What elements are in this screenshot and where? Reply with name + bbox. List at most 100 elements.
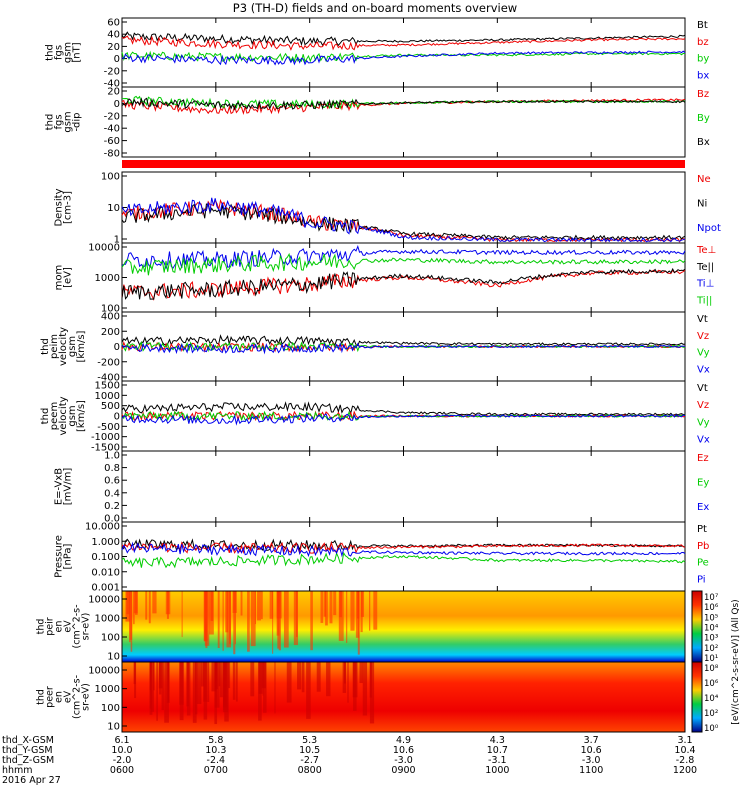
ytick-label: 1.0 [104,451,120,462]
ytick-label: 100 [101,633,120,644]
spec-streak [323,591,327,617]
legend-entry-bx: bx [697,71,709,82]
orbit-value: 1000 [485,765,509,776]
spec-streak [235,662,238,702]
orbit-row-label: thd_Y-GSM [2,745,53,756]
orbit-value: 5.3 [302,735,317,746]
legend-entry-Ex: Ex [697,502,709,513]
spec-streak [153,662,155,691]
spec-streak [148,591,151,624]
ytick-label: 1.000 [91,537,120,548]
ytick-label: 10000 [88,243,120,254]
spec-streak [234,591,236,645]
spec-streak [293,591,298,646]
ytick-label: 0.0 [104,514,120,525]
spec-frame-elec_spec [121,661,686,733]
spec-streak [232,662,236,700]
spec-streak [301,662,305,693]
ytick-label: -80 [104,149,120,160]
spec-streak [186,662,191,716]
ylabel-line: en [54,621,65,633]
ytick-label: 0.6 [104,476,120,487]
spec-streak [179,662,184,721]
ylabel-line: peir [45,617,56,636]
orbit-value: 4.3 [490,735,505,746]
ytick-label: -400 [97,373,120,384]
spec-streak [258,662,262,721]
spec-streak [283,591,289,648]
legend-entry-Bt: Bt [697,20,708,31]
ylabel-line: peem [49,402,60,430]
legend-entry-Vz: Vz [697,400,709,411]
legend-entry-Npot: Npot [697,223,721,234]
ylabel-line: thd [45,44,56,61]
spec-streak [339,591,342,618]
spec-streak [261,662,266,689]
spec-streak [145,591,148,620]
spec-streak [325,591,328,626]
spec-streak [247,591,250,652]
ytick-label: 40 [107,30,120,41]
colorbar-tick: 10⁴ [704,694,719,704]
colorbar-tick: 10⁴ [704,624,719,634]
spec-streak [329,591,333,624]
ytick-label: 1000 [95,684,120,695]
spec-streak [219,662,223,698]
spec-streak [232,591,237,613]
ytick-label: 0 [114,54,120,65]
series-vi-Vt [121,334,686,347]
orbit-value: 3.7 [584,735,599,746]
colorbar-tick: 10² [704,709,718,719]
orbit-value: -2.8 [676,755,695,766]
chart-title: P3 (TH-D) fields and on-board moments ov… [232,1,518,15]
spec-streak [152,591,157,614]
ylabel-line: [cm-3] [63,191,74,224]
ylabel-line: gsm [67,336,78,357]
spec-streak [201,662,204,687]
colorbar-ion_spec [691,590,703,663]
orbit-value: -2.0 [113,755,132,766]
spec-streak [343,662,346,684]
spec-streak [233,591,236,655]
panel-frame-efield [121,450,686,523]
legend-entry-Ti||: Ti|| [696,296,712,307]
legend-entry-Pb: Pb [697,541,709,552]
spec-streak [195,662,198,715]
orbit-value: 10.4 [674,745,695,756]
spec-streak [346,591,348,643]
ylabel-line: thd [36,689,47,705]
spec-streak [240,591,243,616]
ytick-label: 0.2 [104,501,120,512]
series-ve-Vt [121,401,686,416]
ytick-label: -20 [104,111,120,122]
orbit-value: 10.7 [487,745,508,756]
orbit-value: 10.5 [299,745,320,756]
orbit-value: 5.8 [208,735,223,746]
panel-frame-pressure [121,521,686,592]
colorbar-tick: 10² [704,644,718,654]
spec-streak [274,662,276,714]
ytick-label: 20 [107,87,120,98]
orbit-value: -3.0 [582,755,601,766]
orbit-value: 1100 [579,765,603,776]
ytick-label: 400 [101,312,120,323]
ytick-label: -500 [97,422,120,433]
ytick-label: 0 [114,99,120,110]
orbit-value: 10.0 [111,745,132,756]
orbit-row-label: thd_X-GSM [2,735,54,746]
legend-entry-Vx: Vx [697,434,710,445]
spec-streak [357,591,360,619]
spec-streak [218,662,221,687]
ylabel-line: peim [49,334,60,359]
ytick-label: -1000 [91,432,120,443]
ytick-label: 20 [107,42,120,53]
spec-streak [192,662,197,723]
spec-streak [133,662,136,685]
spec-streak [316,662,321,692]
ylabel-line: [nT] [72,42,83,62]
ylabel-line: eV [63,620,74,633]
series-pressure-Pi [121,541,686,558]
series-ve-Vx [121,412,686,426]
ytick-label: 100 [101,703,120,714]
colorbar-tick: 10¹ [704,654,718,664]
